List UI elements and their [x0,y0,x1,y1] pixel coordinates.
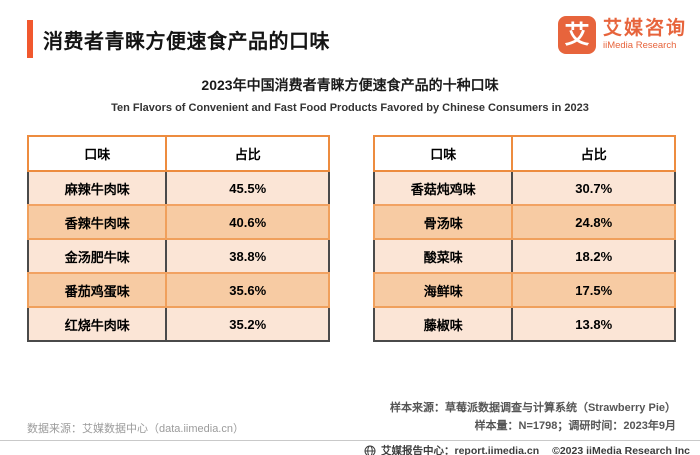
table-row: 红烧牛肉味 35.2% [26,306,330,342]
flavor-cell: 香辣牛肉味 [26,204,168,240]
column-header-flavor: 口味 [372,135,514,172]
flavor-cell: 骨汤味 [372,204,514,240]
title-accent-bar [27,20,33,58]
data-source-note: 数据来源：艾媒数据中心（data.iimedia.cn） [27,423,244,435]
column-header-share: 占比 [165,135,330,172]
table-row: 酸菜味 18.2% [372,238,676,274]
logo-name-en: iiMedia Research [602,39,677,51]
share-cell: 45.5% [165,170,330,206]
flavor-cell: 香菇炖鸡味 [372,170,514,206]
share-cell: 35.2% [165,306,330,342]
iimedia-logo: 艾 艾媒咨询 iiMedia Research [557,16,687,54]
page-footer: 艾媒报告中心：report.iimedia.cn ©2023 iiMedia R… [364,443,690,455]
share-cell: 38.8% [165,238,330,274]
sample-source-note: 样本来源：草莓派数据调查与计算系统（Strawberry Pie） 样本量：N=… [390,399,676,435]
table-row: 骨汤味 24.8% [372,204,676,240]
page-title: 消费者青睐方便速食产品的口味 [43,30,330,53]
flavor-cell: 麻辣牛肉味 [26,170,168,206]
table-row: 金汤肥牛味 38.8% [26,238,330,274]
page-header: 消费者青睐方便速食产品的口味 [27,20,330,58]
table-row: 麻辣牛肉味 45.5% [26,170,330,206]
subtitle-english: Ten Flavors of Convenient and Fast Food … [111,102,589,114]
share-cell: 17.5% [511,272,676,308]
table-row: 香菇炖鸡味 30.7% [372,170,676,206]
share-cell: 24.8% [511,204,676,240]
subtitle-chinese: 2023年中国消费者青睐方便速食产品的十种口味 [201,77,499,93]
logo-name-cn: 艾媒咨询 [602,18,687,40]
share-cell: 30.7% [511,170,676,206]
share-cell: 40.6% [165,204,330,240]
flavor-table-right: 口味 占比 香菇炖鸡味 30.7% 骨汤味 24.8% 酸菜味 18.2% [372,135,676,342]
report-center-link: 艾媒报告中心：report.iimedia.cn [381,445,540,455]
copyright-text: ©2023 iiMedia Research Inc [552,444,690,455]
flavor-cell: 番茄鸡蛋味 [26,272,168,308]
table-row: 番茄鸡蛋味 35.6% [26,272,330,308]
flavor-cell: 海鲜味 [372,272,514,308]
flavor-cell: 藤椒味 [372,306,514,342]
iimedia-logo-text: 艾媒咨询 iiMedia Research [603,19,687,51]
table-header-row: 口味 占比 [26,135,330,172]
share-cell: 18.2% [511,238,676,274]
flavor-cell: 红烧牛肉味 [26,306,168,342]
chart-subtitle: 2023年中国消费者青睐方便速食产品的十种口味 Ten Flavors of C… [0,75,700,114]
column-header-flavor: 口味 [26,135,168,172]
table-row: 海鲜味 17.5% [372,272,676,308]
share-cell: 35.6% [165,272,330,308]
sample-source-line: 样本来源：草莓派数据调查与计算系统（Strawberry Pie） [389,402,676,414]
flavor-cell: 金汤肥牛味 [26,238,168,274]
iimedia-logo-icon: 艾 [557,16,596,54]
footer-divider [0,440,700,441]
sample-info-line: 样本量：N=1798；调研时间：2023年9月 [474,420,676,432]
flavor-cell: 酸菜味 [372,238,514,274]
table-row: 香辣牛肉味 40.6% [26,204,330,240]
flavor-table-left: 口味 占比 麻辣牛肉味 45.5% 香辣牛肉味 40.6% 金汤肥牛味 38.8… [26,135,330,342]
table-row: 藤椒味 13.8% [372,306,676,342]
column-header-share: 占比 [511,135,676,172]
table-header-row: 口味 占比 [372,135,676,172]
globe-icon [364,445,376,455]
share-cell: 13.8% [511,306,676,342]
